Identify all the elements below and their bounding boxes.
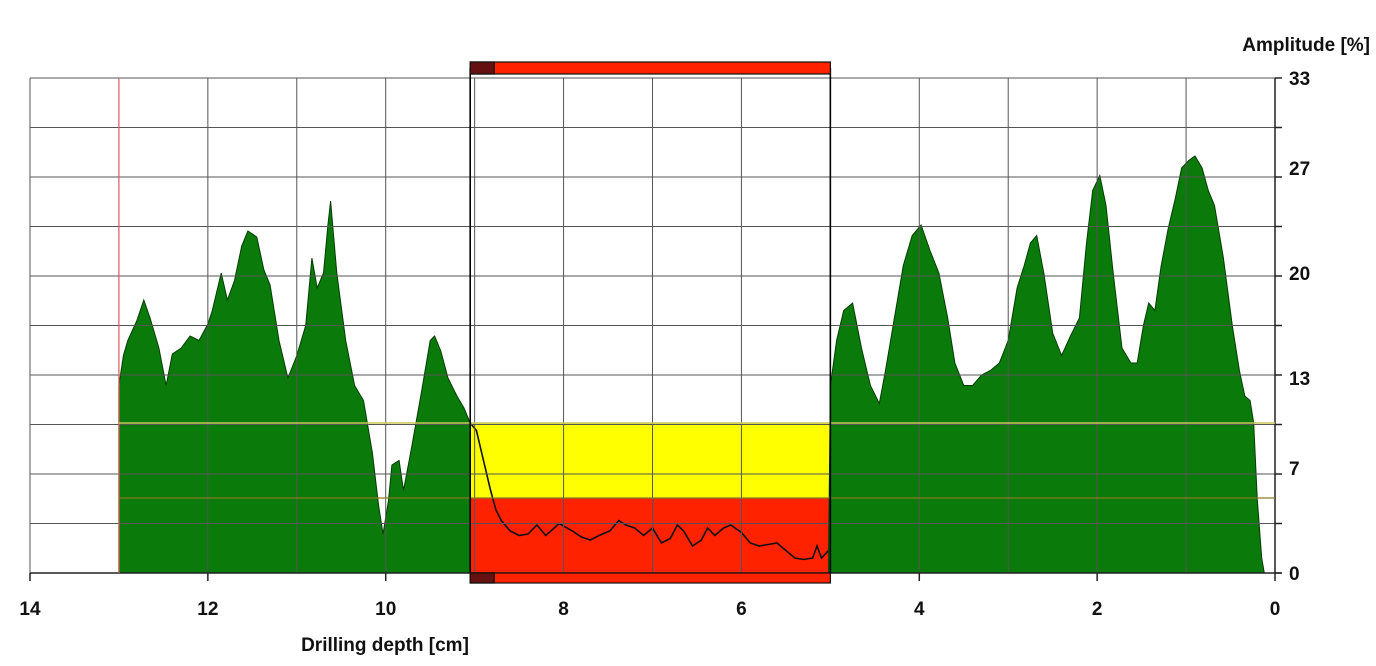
x-tick-label: 10 xyxy=(375,599,396,620)
amplitude-zone-line xyxy=(469,422,830,561)
x-tick-label: 14 xyxy=(19,599,41,620)
y-tick-label: 13 xyxy=(1289,369,1310,390)
x-tick-label: 12 xyxy=(197,599,218,620)
y-tick-label: 20 xyxy=(1289,264,1310,285)
zone-band-lower xyxy=(470,498,831,573)
x-tick-label: 0 xyxy=(1270,599,1281,620)
x-tick-label: 4 xyxy=(914,599,925,620)
y-tick-label: 33 xyxy=(1289,69,1310,90)
y-tick-label: 0 xyxy=(1289,564,1300,585)
y-tick-label: 7 xyxy=(1289,459,1300,480)
zone-markers xyxy=(469,61,831,584)
zone-marker-top-start xyxy=(469,61,495,75)
zone-marker-top xyxy=(469,61,831,75)
x-tick-label: 2 xyxy=(1092,599,1103,620)
zone-marker-bottom xyxy=(469,572,831,584)
reference-lines xyxy=(118,68,1275,573)
y-tick-label: 27 xyxy=(1289,159,1310,180)
x-tick-label: 8 xyxy=(558,599,569,620)
x-axis-title: Drilling depth [cm] xyxy=(301,635,469,656)
y-axis-title: Amplitude [%] xyxy=(1242,35,1370,56)
amplitude-fill-segment xyxy=(118,200,471,574)
x-tick-label: 6 xyxy=(736,599,747,620)
amplitude-fill-segment xyxy=(828,155,1265,574)
amplitude-area xyxy=(118,155,1265,574)
x-tick-labels: 14 12 10 8 6 4 2 0 xyxy=(19,599,1280,620)
zone-marker-bottom-start xyxy=(469,572,495,584)
y-tick-labels: 0 7 13 20 27 33 xyxy=(1289,69,1310,585)
